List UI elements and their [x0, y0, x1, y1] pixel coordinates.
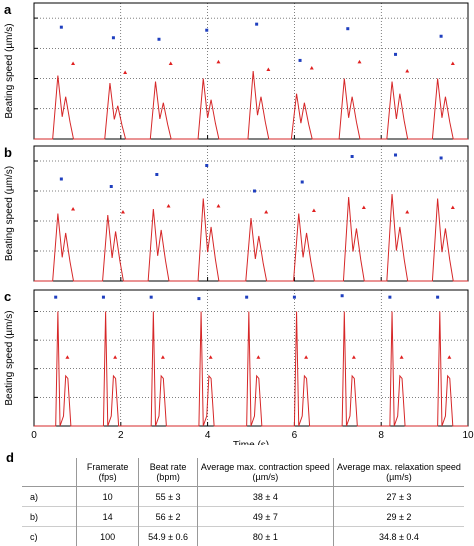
x-axis-label: Time (s)	[233, 440, 269, 445]
plot-frame	[34, 3, 468, 139]
table-header-empty	[22, 458, 77, 487]
panel-letter-a: a	[4, 2, 12, 17]
figure-plots: a Beating speed (µm/s) b Beating speed (µm/…	[0, 0, 474, 445]
contraction-marker	[341, 294, 344, 297]
panel-b: b Beating speed (µm/s)	[4, 145, 468, 281]
x-tick-label: 10	[462, 430, 474, 441]
contraction-marker	[293, 296, 296, 299]
table-cell: 27 ± 3	[333, 487, 464, 507]
table-cell: 56 ± 2	[139, 507, 198, 527]
table-cell: a)	[22, 487, 77, 507]
contraction-marker	[394, 154, 397, 157]
contraction-marker	[255, 23, 258, 26]
contraction-marker	[299, 59, 302, 62]
y-axis-label: Beating speed (µm/s)	[4, 310, 15, 405]
contraction-marker	[205, 29, 208, 32]
table-header-framerate: Framerate (fps)	[77, 458, 139, 487]
panel-letter-d: d	[6, 450, 14, 465]
contraction-marker	[301, 181, 304, 184]
contraction-marker	[197, 297, 200, 300]
x-tick-label: 6	[292, 430, 298, 441]
table-cell: 55 ± 3	[139, 487, 198, 507]
contraction-marker	[155, 173, 158, 176]
table-header-contraction: Average max. contraction speed (µm/s)	[197, 458, 333, 487]
contraction-marker	[60, 26, 63, 29]
contraction-marker	[436, 296, 439, 299]
results-table: Framerate (fps) Beat rate (bpm) Average …	[22, 458, 464, 546]
panel-letter-c: c	[4, 289, 11, 304]
table-cell: c)	[22, 527, 77, 546]
table-cell: 38 ± 4	[197, 487, 333, 507]
table-cell: 14	[77, 507, 139, 527]
table-cell: b)	[22, 507, 77, 527]
table-cell: 10	[77, 487, 139, 507]
x-tick-label: 4	[205, 430, 211, 441]
table-cell: 54.9 ± 0.6	[139, 527, 198, 546]
table-header-relaxation: Average max. relaxation speed (µm/s)	[333, 458, 464, 487]
contraction-marker	[150, 296, 153, 299]
contraction-marker	[54, 296, 57, 299]
contraction-marker	[102, 296, 105, 299]
table-cell: 100	[77, 527, 139, 546]
plot-frame	[34, 146, 468, 281]
contraction-marker	[112, 36, 115, 39]
table-row: b) 14 56 ± 2 49 ± 7 29 ± 2	[22, 507, 464, 527]
contraction-marker	[60, 178, 63, 181]
contraction-marker	[394, 53, 397, 56]
x-tick-label: 8	[378, 430, 384, 441]
table-row: c) 100 54.9 ± 0.6 80 ± 1 34.8 ± 0.4	[22, 527, 464, 546]
x-tick-label: 0	[31, 430, 37, 441]
contraction-marker	[253, 190, 256, 193]
contraction-marker	[110, 185, 113, 188]
table-cell: 80 ± 1	[197, 527, 333, 546]
contraction-marker	[346, 27, 349, 30]
table-panel-d: d Framerate (fps) Beat rate (bpm) Averag…	[0, 446, 474, 542]
table-header-row: Framerate (fps) Beat rate (bpm) Average …	[22, 458, 464, 487]
contraction-marker	[388, 296, 391, 299]
x-tick-label: 2	[118, 430, 124, 441]
table-row: a) 10 55 ± 3 38 ± 4 27 ± 3	[22, 487, 464, 507]
contraction-marker	[440, 35, 443, 38]
panel-a: a Beating speed (µm/s)	[4, 2, 468, 139]
table-cell: 29 ± 2	[333, 507, 464, 527]
table-cell: 34.8 ± 0.4	[333, 527, 464, 546]
table-cell: 49 ± 7	[197, 507, 333, 527]
contraction-marker	[245, 296, 248, 299]
y-axis-label: Beating speed (µm/s)	[4, 23, 15, 118]
y-axis-label: Beating speed (µm/s)	[4, 166, 15, 261]
contraction-marker	[351, 155, 354, 158]
panel-c: c Beating speed (µm/s) 0 2 4 6 8 10 Time (s)	[4, 289, 474, 445]
contraction-marker	[157, 38, 160, 41]
panel-letter-b: b	[4, 145, 12, 160]
contraction-marker	[205, 164, 208, 167]
table-header-beat-rate: Beat rate (bpm)	[139, 458, 198, 487]
contraction-marker	[440, 157, 443, 160]
